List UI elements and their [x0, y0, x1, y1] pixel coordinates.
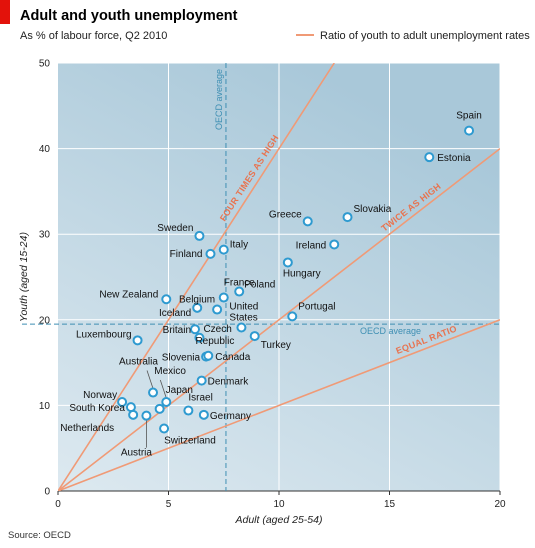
ratio-line-2: [58, 147, 500, 491]
point-united-states: [236, 322, 247, 333]
leader-line-australia: [146, 370, 154, 389]
x-tick-label: 15: [384, 499, 396, 510]
point-label-australia: Australia: [119, 357, 158, 368]
point-label-finland: Finland: [170, 249, 203, 260]
point-label-britain: Britain: [163, 325, 191, 336]
brand-accent-tab: [0, 0, 10, 24]
point-label-israel: Israel: [188, 393, 212, 404]
point-label-austria: Austria: [121, 448, 153, 459]
point-germany: [198, 409, 209, 420]
point-label-turkey: Turkey: [261, 340, 291, 351]
point-label-czech-republic: Czech Republic: [195, 324, 234, 347]
point-greece: [302, 216, 313, 227]
y-tick-label: 50: [39, 59, 51, 70]
point-label-greece: Greece: [269, 209, 302, 220]
point-czech-republic: [194, 332, 205, 343]
y-tick-label: 20: [39, 315, 51, 326]
point-austria: [141, 410, 152, 421]
point-label-norway: Norway: [83, 390, 117, 401]
oecd-average-x-label: OECD average: [214, 69, 224, 130]
point-label-germany: Germany: [210, 411, 251, 422]
point-label-portugal: Portugal: [298, 301, 335, 312]
point-label-netherlands: Netherlands: [60, 423, 114, 434]
point-spain: [464, 125, 475, 136]
point-label-france: France: [224, 278, 256, 289]
chart-subtitle: As % of labour force, Q2 2010: [20, 30, 168, 42]
point-mexico: [161, 396, 172, 407]
y-axis-title: Youth (aged 15-24): [18, 232, 30, 322]
point-france: [218, 292, 229, 303]
x-tick-label: 20: [494, 499, 506, 510]
point-netherlands: [128, 409, 139, 420]
chart-title: Adult and youth unemployment: [20, 8, 238, 24]
point-label-canada: Canada: [215, 352, 250, 363]
point-israel: [183, 405, 194, 416]
point-label-belgium: Belgium: [179, 295, 215, 306]
oecd-average-y-label: OECD average: [360, 326, 421, 336]
point-label-denmark: Denmark: [208, 377, 250, 388]
y-tick-label: 0: [44, 487, 50, 498]
y-tick-label: 40: [39, 144, 51, 155]
y-tick-label: 30: [39, 230, 51, 241]
ratio-line-4: [58, 63, 335, 491]
point-label-new-zealand: New Zealand: [99, 289, 158, 300]
point-label-sweden: Sweden: [157, 223, 193, 234]
ratio-lines: [58, 63, 500, 491]
point-label-japan: Japan: [166, 385, 193, 396]
source-note: Source: OECD: [8, 530, 71, 541]
point-slovakia: [342, 212, 353, 223]
point-canada: [203, 350, 214, 361]
point-denmark: [196, 375, 207, 386]
point-luxembourg: [132, 335, 143, 346]
point-sweden: [194, 230, 205, 241]
point-label-iceland: Iceland: [159, 308, 191, 319]
ratio-line-1: [58, 319, 500, 491]
point-belgium: [212, 304, 223, 315]
point-label-united-states: United States: [229, 302, 258, 324]
point-turkey: [249, 331, 260, 342]
x-tick-label: 0: [55, 499, 61, 510]
x-tick-label: 5: [166, 499, 172, 510]
point-hungary: [282, 257, 293, 268]
point-label-mexico: Mexico: [154, 366, 186, 377]
point-switzerland: [159, 423, 170, 434]
point-label-switzerland: Switzerland: [164, 436, 216, 447]
point-portugal: [287, 311, 298, 322]
point-label-poland: Poland: [244, 280, 275, 291]
legend: Ratio of youth to adult unemployment rat…: [296, 30, 530, 42]
point-label-spain: Spain: [456, 111, 482, 122]
point-label-hungary: Hungary: [283, 268, 321, 279]
point-italy: [218, 244, 229, 255]
point-label-south-korea: South Korea: [69, 403, 125, 414]
point-estonia: [424, 152, 435, 163]
point-finland: [205, 248, 216, 259]
leader-line-mexico: [159, 379, 167, 399]
point-japan: [154, 403, 165, 414]
x-axis-title: Adult (aged 25-54): [235, 514, 323, 526]
y-tick-label: 10: [39, 401, 51, 412]
point-label-italy: Italy: [230, 240, 248, 251]
point-australia: [148, 387, 159, 398]
point-label-luxembourg: Luxembourg: [76, 329, 132, 340]
point-new-zealand: [161, 294, 172, 305]
point-label-slovakia: Slovakia: [354, 204, 392, 215]
point-britain: [190, 324, 201, 335]
x-tick-label: 10: [273, 499, 285, 510]
point-label-slovenia: Slovenia: [162, 353, 201, 364]
legend-swatch: [296, 34, 314, 37]
point-iceland: [192, 302, 203, 313]
legend-label: Ratio of youth to adult unemployment rat…: [320, 30, 530, 42]
point-norway: [117, 396, 128, 407]
point-label-estonia: Estonia: [437, 153, 471, 164]
point-label-ireland: Ireland: [296, 240, 327, 251]
point-poland: [234, 286, 245, 297]
point-ireland: [329, 239, 340, 250]
